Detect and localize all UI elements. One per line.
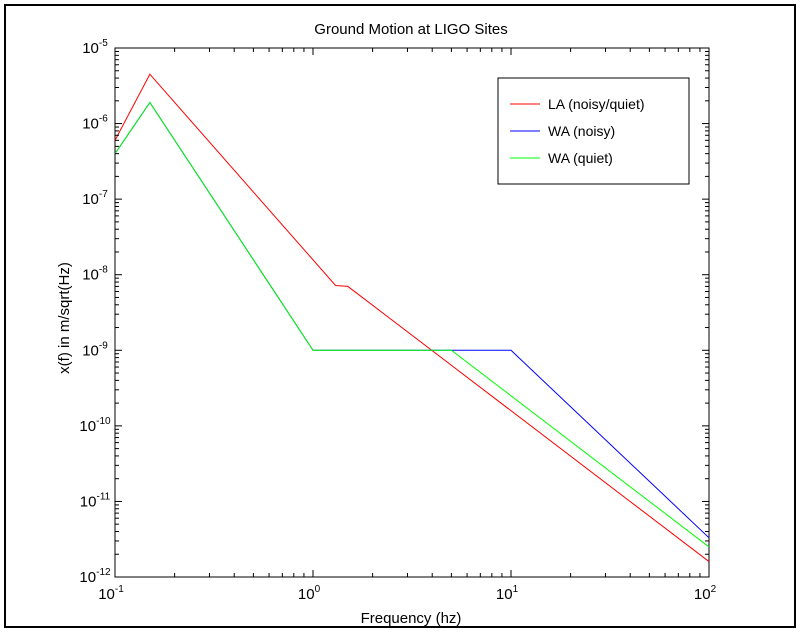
chart-title: Ground Motion at LIGO Sites [314,21,507,38]
x-axis-label: Frequency (hz) [361,610,462,627]
y-tick-label-0: 10-12 [79,567,111,586]
legend-label-1: LA (noisy/quiet) [548,96,645,112]
series-line-3 [114,101,710,548]
ticks-layer: 10-1 100 101 102 10-12 10-11 10-10 10-9 10-8 10-7… [79,38,716,603]
y-axis-label: x(f) in m/sqrt(Hz) [56,262,73,374]
legend-label-3: WA (quiet) [548,150,613,166]
y-tick-label-5: 10-7 [82,189,108,208]
y-tick-label-6: 10-6 [82,114,108,133]
y-tick-label-3: 10-9 [82,340,108,359]
x-tick-label-2: 101 [496,584,519,603]
x-tick-label-3: 102 [694,584,717,603]
x-tick-label-1: 100 [298,584,321,603]
y-tick-label-7: 10-5 [82,38,108,57]
series-line-1 [114,73,710,562]
y-tick-label-4: 10-8 [82,265,108,284]
x-tick-label-0: 10-1 [98,584,124,603]
y-tick-label-1: 10-11 [80,491,111,510]
legend-label-2: WA (noisy) [548,123,615,139]
y-tick-label-2: 10-10 [79,416,111,435]
series-layer [114,73,710,562]
legend: LA (noisy/quiet) WA (noisy) WA (quiet) [497,77,690,185]
